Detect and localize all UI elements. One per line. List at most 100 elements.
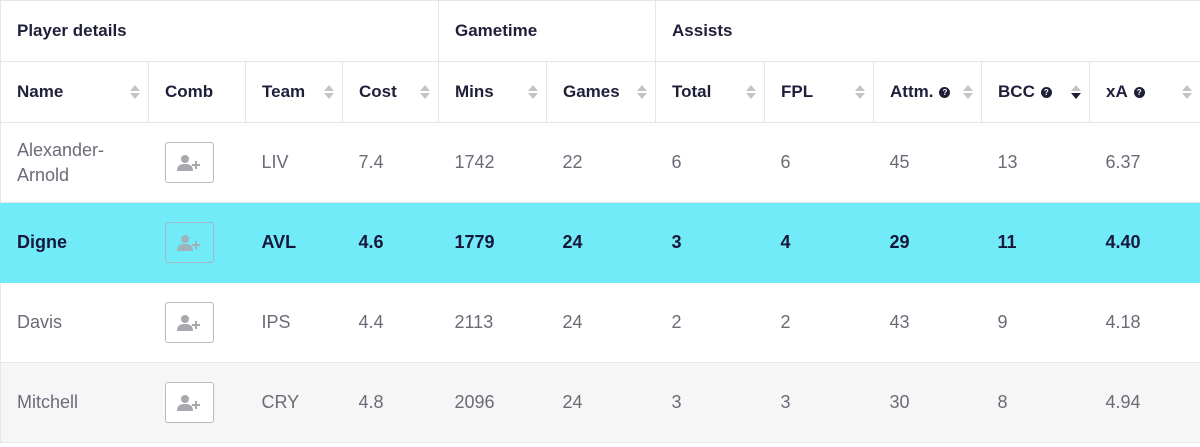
cell-games: 22 — [546, 122, 656, 203]
sort-down-icon — [130, 93, 140, 99]
cell-team: AVL — [245, 202, 343, 283]
cell-total: 3 — [655, 362, 765, 443]
column-header-team[interactable]: Team — [245, 61, 343, 123]
column-header-fpl[interactable]: FPL — [764, 61, 875, 123]
sort-down-icon — [855, 93, 866, 99]
sort-arrows-icon[interactable] — [528, 85, 538, 99]
column-header-label: FPL — [781, 82, 814, 101]
column-header-label: Attm. — [890, 82, 934, 101]
cell-attm: 30 — [873, 362, 982, 443]
sort-arrows-icon[interactable] — [855, 85, 866, 99]
column-group-row: Player details Gametime Assists — [0, 0, 1200, 62]
sort-up-icon — [1071, 85, 1082, 91]
cell-fpl: 6 — [764, 122, 874, 203]
cell-games: 24 — [546, 362, 656, 443]
column-header-cost[interactable]: Cost — [342, 61, 439, 123]
sort-down-icon — [1071, 93, 1082, 99]
add-to-compare-button[interactable] — [164, 142, 214, 183]
cell-xa: 6.37 — [1089, 122, 1200, 203]
table-row[interactable]: Mitchell CRY 4.8 2096 24 3 3 30 8 4.94 — [0, 362, 1200, 443]
cell-attm: 45 — [873, 122, 982, 203]
question-icon[interactable]: ? — [939, 87, 951, 99]
question-icon[interactable]: ? — [1040, 87, 1052, 99]
column-header-label: Team — [262, 82, 306, 101]
column-header-comb: Comb — [148, 61, 246, 123]
table-row[interactable]: Digne AVL 4.6 1779 24 3 4 29 11 4.40 — [0, 202, 1200, 283]
sort-up-icon — [528, 85, 538, 91]
column-header-label: BCC — [998, 82, 1035, 101]
column-header-xa[interactable]: xA? — [1089, 61, 1200, 123]
sort-arrows-icon[interactable] — [963, 85, 974, 99]
table-row[interactable]: Davis IPS 4.4 2113 24 2 2 43 9 4.18 — [0, 282, 1200, 363]
sort-down-icon — [420, 93, 430, 99]
cell-cost: 4.4 — [342, 282, 439, 363]
sort-arrows-icon[interactable] — [746, 85, 757, 99]
column-header-bcc[interactable]: BCC? — [981, 61, 1091, 123]
question-icon[interactable]: ? — [1133, 87, 1145, 99]
cell-cost: 4.8 — [342, 362, 439, 443]
cell-name: Digne — [0, 202, 149, 283]
table-row[interactable]: Alexander-Arnold LIV 7.4 1742 22 6 6 45 13 6.37 — [0, 122, 1200, 203]
add-user-icon — [177, 234, 200, 251]
sort-up-icon — [1182, 85, 1193, 91]
cell-bcc: 13 — [981, 122, 1090, 203]
cell-bcc: 11 — [981, 202, 1090, 283]
cell-team: LIV — [245, 122, 343, 203]
group-assists: Assists — [655, 0, 1200, 62]
cell-name: Alexander-Arnold — [0, 122, 149, 203]
sort-down-icon — [1182, 93, 1193, 99]
cell-cost: 4.6 — [342, 202, 439, 283]
sort-down-icon — [324, 93, 334, 99]
cell-xa: 4.40 — [1089, 202, 1200, 283]
sort-arrows-icon[interactable] — [1182, 85, 1193, 99]
add-to-compare-button[interactable] — [164, 302, 214, 343]
sort-up-icon — [963, 85, 974, 91]
cell-name: Mitchell — [0, 362, 149, 443]
cell-games: 24 — [546, 202, 656, 283]
column-header-label: Name — [17, 82, 64, 101]
column-header-mins[interactable]: Mins — [438, 61, 547, 123]
sort-down-icon — [746, 93, 757, 99]
cell-mins: 1779 — [438, 202, 547, 283]
add-to-compare-button[interactable] — [164, 382, 214, 423]
sort-up-icon — [324, 85, 334, 91]
sort-up-icon — [855, 85, 866, 91]
sort-down-icon — [963, 93, 974, 99]
table-body: Alexander-Arnold LIV 7.4 1742 22 6 6 45 13 6.37 Di… — [0, 122, 1200, 443]
column-header-label: Mins — [455, 82, 494, 101]
sort-down-icon — [528, 93, 538, 99]
compare-cell — [148, 362, 246, 443]
cell-team: IPS — [245, 282, 343, 363]
sort-arrows-icon[interactable] — [420, 85, 430, 99]
cell-attm: 29 — [873, 202, 982, 283]
column-header-name[interactable]: Name — [0, 61, 149, 123]
cell-mins: 2096 — [438, 362, 547, 443]
sort-arrows-icon[interactable] — [324, 85, 334, 99]
sort-up-icon — [420, 85, 430, 91]
cell-total: 3 — [655, 202, 765, 283]
cell-name: Davis — [0, 282, 149, 363]
column-header-label: Total — [672, 82, 712, 101]
cell-xa: 4.94 — [1089, 362, 1200, 443]
sort-arrows-icon[interactable] — [637, 85, 648, 99]
cell-total: 2 — [655, 282, 765, 363]
cell-fpl: 2 — [764, 282, 874, 363]
sort-up-icon — [746, 85, 757, 91]
compare-cell — [148, 122, 246, 203]
cell-fpl: 4 — [764, 202, 874, 283]
column-header-games[interactable]: Games — [545, 61, 657, 123]
cell-bcc: 8 — [981, 362, 1090, 443]
add-user-icon — [177, 154, 200, 171]
cell-xa: 4.18 — [1089, 282, 1200, 363]
add-to-compare-button[interactable] — [164, 222, 214, 263]
sort-arrows-icon[interactable] — [1071, 85, 1082, 99]
column-header-total[interactable]: Total — [655, 61, 766, 123]
column-header-row: Name Comb Team Cost Mins Games Total FPL Attm.? B… — [0, 61, 1200, 123]
sort-up-icon — [130, 85, 140, 91]
sort-arrows-icon[interactable] — [130, 85, 140, 99]
cell-cost: 7.4 — [342, 122, 439, 203]
cell-attm: 43 — [873, 282, 982, 363]
sort-up-icon — [637, 85, 648, 91]
add-user-icon — [177, 394, 200, 411]
column-header-attm[interactable]: Attm.? — [873, 61, 983, 123]
